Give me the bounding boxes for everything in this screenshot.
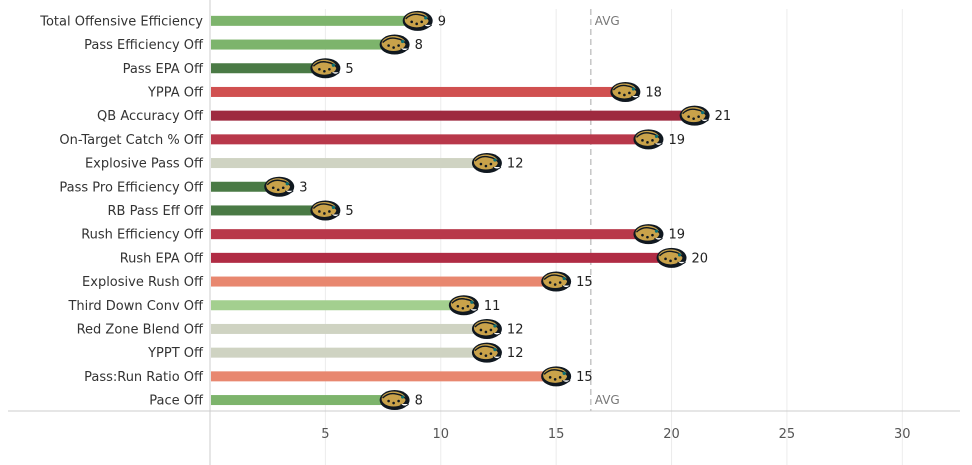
value-label: 3 bbox=[299, 180, 307, 195]
value-label: 19 bbox=[668, 228, 685, 243]
bar bbox=[211, 86, 626, 97]
x-tick-label: 20 bbox=[663, 427, 680, 442]
bar bbox=[211, 395, 395, 406]
bar bbox=[211, 15, 418, 26]
jaguar-logo-icon bbox=[679, 105, 710, 126]
x-tick-label: 5 bbox=[321, 427, 329, 442]
value-label: 15 bbox=[576, 275, 593, 290]
bar bbox=[211, 205, 326, 216]
value-label: 20 bbox=[692, 251, 709, 266]
jaguar-logo-icon bbox=[379, 34, 410, 55]
category-label: On-Target Catch % Off bbox=[59, 133, 204, 148]
category-label: Explosive Rush Off bbox=[82, 275, 204, 290]
jaguar-logo-icon bbox=[379, 390, 410, 411]
bar bbox=[211, 134, 649, 145]
category-label: Rush Efficiency Off bbox=[81, 228, 204, 243]
category-label: QB Accuracy Off bbox=[97, 109, 204, 124]
jaguar-logo-icon bbox=[448, 295, 479, 316]
category-label: Explosive Pass Off bbox=[85, 157, 204, 172]
jaguar-logo-icon bbox=[471, 342, 502, 363]
value-label: 5 bbox=[345, 62, 353, 77]
value-label: 21 bbox=[715, 109, 732, 124]
jaguar-logo-icon bbox=[541, 366, 572, 387]
bar bbox=[211, 39, 395, 50]
axes bbox=[8, 0, 960, 465]
value-label: 5 bbox=[345, 204, 353, 219]
bar bbox=[211, 158, 487, 169]
jaguar-logo-icon bbox=[541, 271, 572, 292]
category-label: Rush EPA Off bbox=[120, 251, 204, 266]
value-label: 8 bbox=[415, 394, 423, 409]
x-tick-label: 15 bbox=[548, 427, 565, 442]
bar bbox=[211, 110, 695, 121]
bar bbox=[211, 300, 464, 311]
category-label: Pass EPA Off bbox=[123, 62, 204, 77]
category-label: Total Offensive Efficiency bbox=[39, 14, 203, 29]
avg-label-top: AVG bbox=[595, 14, 620, 28]
category-label: Third Down Conv Off bbox=[67, 299, 204, 314]
value-label: 18 bbox=[645, 85, 662, 100]
category-labels: Total Offensive Efficiency Pass Efficienc… bbox=[39, 14, 204, 408]
x-tick-label: 10 bbox=[432, 427, 449, 442]
category-label: Pace Off bbox=[149, 394, 204, 409]
value-label: 12 bbox=[507, 346, 524, 361]
bar bbox=[211, 63, 326, 74]
bars bbox=[211, 15, 695, 406]
jaguar-logo-icon bbox=[310, 200, 341, 221]
jaguar-logo-icon bbox=[471, 153, 502, 174]
value-label: 12 bbox=[507, 322, 524, 337]
category-label: Pass Pro Efficiency Off bbox=[59, 180, 204, 195]
bar bbox=[211, 181, 280, 192]
bar bbox=[211, 347, 487, 358]
category-label: Pass:Run Ratio Off bbox=[84, 370, 204, 385]
value-label: 19 bbox=[668, 133, 685, 148]
category-label: YPPT Off bbox=[147, 346, 204, 361]
jaguar-logo-icon bbox=[310, 58, 341, 79]
avg-line: AVG AVG bbox=[589, 9, 620, 411]
value-label: 12 bbox=[507, 157, 524, 172]
bar bbox=[211, 229, 649, 240]
x-tick-labels: 5 10 15 20 25 30 bbox=[321, 427, 910, 442]
category-label: YPPA Off bbox=[147, 85, 204, 100]
value-label: 15 bbox=[576, 370, 593, 385]
category-label: RB Pass Eff Off bbox=[108, 204, 205, 219]
jaguar-logo-icon bbox=[610, 81, 641, 102]
team-logos bbox=[264, 10, 710, 411]
avg-label-bottom: AVG bbox=[595, 393, 620, 407]
bar bbox=[211, 276, 557, 287]
bar bbox=[211, 371, 557, 382]
jaguar-logo-icon bbox=[633, 224, 664, 245]
jaguar-logo-icon bbox=[402, 10, 433, 31]
x-tick-label: 25 bbox=[779, 427, 796, 442]
value-label: 11 bbox=[484, 299, 501, 314]
value-label: 9 bbox=[438, 14, 446, 29]
category-label: Red Zone Blend Off bbox=[77, 322, 204, 337]
jaguar-logo-icon bbox=[656, 247, 687, 268]
jaguar-logo-icon bbox=[264, 176, 295, 197]
bar bbox=[211, 252, 672, 263]
value-label: 8 bbox=[415, 38, 423, 53]
jaguar-logo-icon bbox=[633, 129, 664, 150]
jaguar-logo-icon bbox=[471, 318, 502, 339]
x-tick-label: 30 bbox=[894, 427, 911, 442]
category-label: Pass Efficiency Off bbox=[84, 38, 204, 53]
bar bbox=[211, 323, 487, 334]
